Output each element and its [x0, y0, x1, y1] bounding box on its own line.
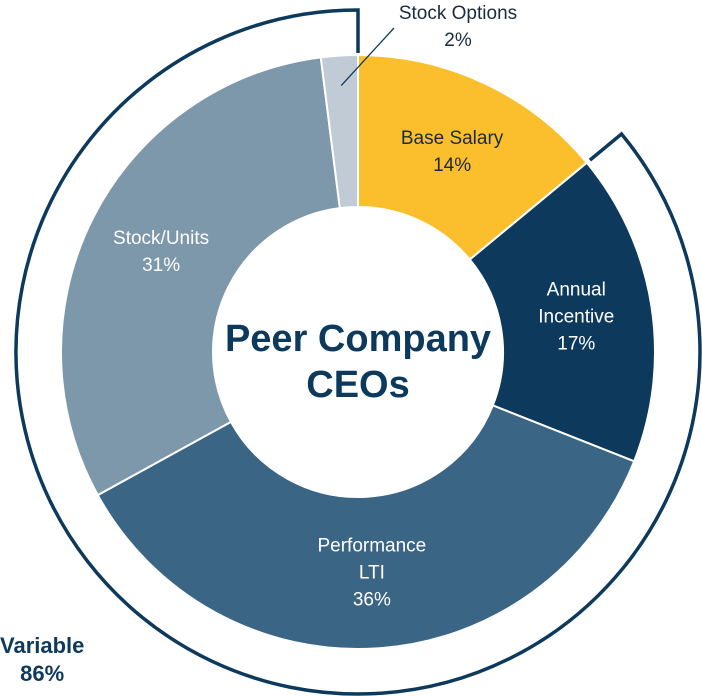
value-label: 14% — [433, 155, 472, 177]
value-label: 36% — [352, 589, 391, 611]
chart-title: Peer Company CEOs — [224, 318, 492, 406]
slice-label: Stock/Units 31% — [101, 225, 221, 279]
value-label: 17% — [557, 333, 596, 355]
value-label: 2% — [444, 30, 472, 51]
donut-slice — [357, 53, 589, 261]
category-label: Annual Incentive — [538, 279, 615, 328]
category-label: Performance LTI — [317, 535, 427, 584]
variable-label: Variable — [0, 633, 85, 658]
value-label: 31% — [142, 254, 181, 276]
slice-label: Base Salary 14% — [392, 125, 512, 179]
category-label: Base Salary — [400, 128, 504, 150]
donut-slice — [96, 404, 636, 650]
donut-slice — [468, 161, 656, 463]
variable-annotation: Variable 86% — [0, 632, 84, 688]
slice-label: Stock Options 2% — [399, 0, 517, 54]
category-label: Stock/Units — [113, 227, 210, 249]
variable-bracket — [14, 8, 702, 696]
slice-label: Performance LTI 36% — [312, 532, 432, 613]
donut-slice — [60, 56, 341, 497]
category-label: Stock Options — [398, 3, 518, 24]
donut-slice — [319, 53, 359, 210]
variable-value-label: 86% — [20, 661, 65, 686]
slice-label: Annual Incentive 17% — [516, 277, 636, 358]
leader-line — [340, 27, 395, 86]
